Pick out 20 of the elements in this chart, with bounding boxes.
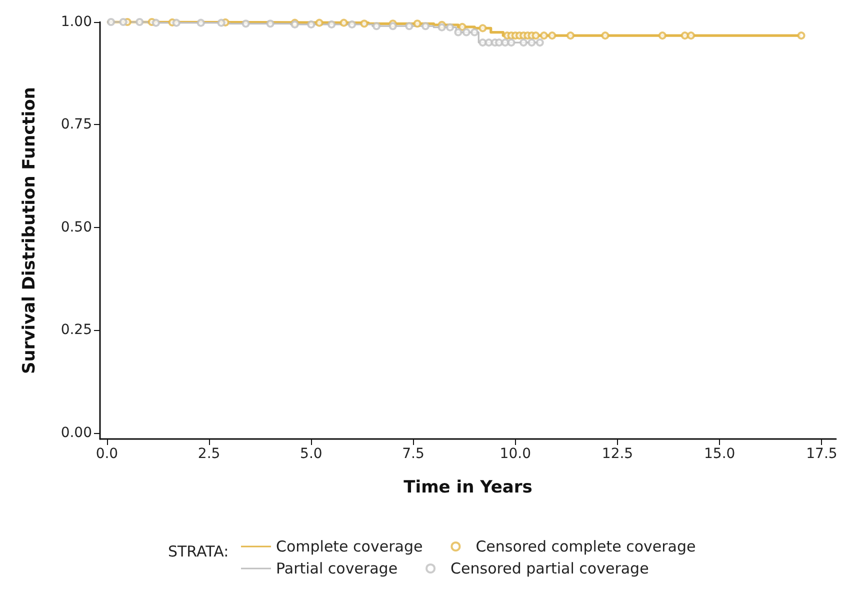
x-axis-title: Time in Years <box>404 478 532 498</box>
x-tick-label: 12.5 <box>602 446 634 462</box>
y-tick-label: 1.00 <box>60 14 92 30</box>
legend-label: Complete coverage <box>276 538 423 556</box>
x-tick-label: 5.0 <box>300 446 322 462</box>
y-tick-label: 0.50 <box>60 219 92 236</box>
y-tick-label: 0.00 <box>60 424 92 441</box>
y-axis-title: Survival Distribution Function <box>20 86 40 374</box>
x-tick-label: 0.0 <box>96 446 118 462</box>
legend-label: Censored complete coverage <box>476 538 696 556</box>
x-tick-label: 10.0 <box>500 446 531 462</box>
x-tick-label: 2.5 <box>198 446 220 462</box>
x-tick-label: 17.5 <box>806 446 838 462</box>
x-tick-label: 15.0 <box>704 446 736 462</box>
x-tick-label: 7.5 <box>402 446 424 462</box>
legend-label: Censored partial coverage <box>450 560 649 578</box>
legend-label: Partial coverage <box>276 560 398 578</box>
legend-title: STRATA: <box>168 542 229 560</box>
y-tick-label: 0.75 <box>60 116 92 133</box>
y-tick-label: 0.25 <box>60 322 92 338</box>
